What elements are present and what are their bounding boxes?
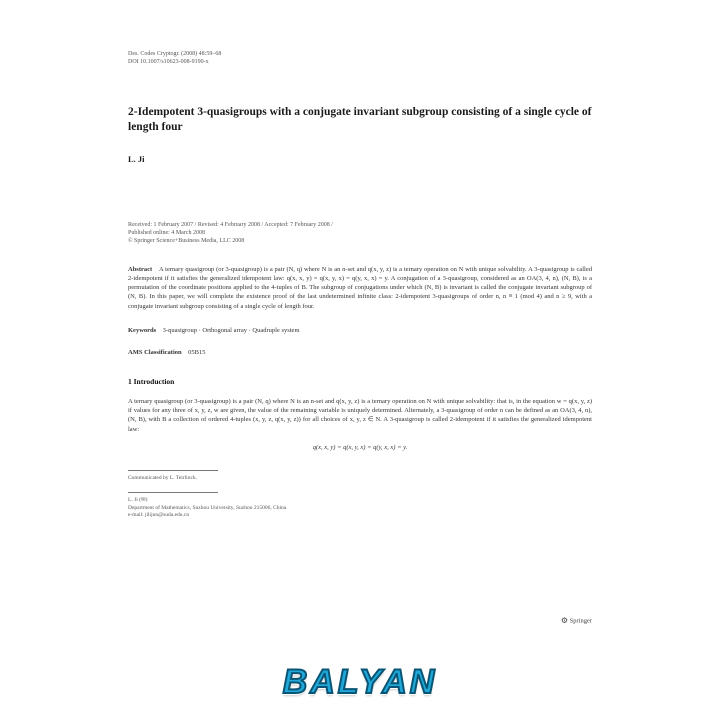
journal-citation: Des. Codes Cryptogr. (2008) 48:59–68 [128,50,592,58]
author-name: L. Ji [128,154,592,165]
publisher-name: Springer [570,617,592,624]
doi: DOI 10.1007/s10623-008-9190-x [128,58,592,66]
abstract-label: Abstract [128,266,152,273]
ams-code: 05B15 [188,349,205,356]
received-dates: Received: 1 February 2007 / Revised: 4 F… [128,221,592,229]
published-online: Published online: 4 March 2008 [128,229,592,237]
section-heading: 1 Introduction [128,377,592,387]
author-email: e-mail: jilijun@suda.edu.cn [128,512,592,519]
affiliation-dept: Department of Mathematics, Suzhou Univer… [128,505,592,512]
springer-icon: ⚙ [561,616,568,626]
equation-display: q(x, x, y) = q(x, y, x) = q(y, x, x) = y… [128,444,592,452]
communicated-by: Communicated by L. Teirlinck. [128,475,592,482]
paper-page: Des. Codes Cryptogr. (2008) 48:59–68 DOI… [92,22,628,642]
affiliation-block: L. Ji (✉) Department of Mathematics, Suz… [128,497,592,519]
ams-label: AMS Classification [128,349,182,356]
publisher-mark: ⚙ Springer [561,616,592,626]
copyright: © Springer Science+Business Media, LLC 2… [128,237,592,245]
intro-paragraph: A ternary quasigroup (or 3-quasigroup) i… [128,397,592,433]
affiliation-rule [128,492,218,493]
watermark-text: BALYAN [283,663,438,702]
abstract-text: A ternary quasigroup (or 3-quasigroup) i… [128,266,592,309]
keywords-label: Keywords [128,327,156,334]
abstract-block: Abstract A ternary quasigroup (or 3-quas… [128,265,592,310]
corresponding-author: L. Ji (✉) [128,497,592,504]
keywords-block: Keywords 3-quasigroup · Orthogonal array… [128,327,592,335]
keywords-text: 3-quasigroup · Orthogonal array · Quadru… [163,327,300,334]
paper-title: 2-Idempotent 3-quasigroups with a conjug… [128,105,592,136]
ams-block: AMS Classification 05B15 [128,349,592,357]
footnote-rule [128,470,218,471]
received-block: Received: 1 February 2007 / Revised: 4 F… [128,221,592,245]
journal-header: Des. Codes Cryptogr. (2008) 48:59–68 DOI… [128,50,592,67]
